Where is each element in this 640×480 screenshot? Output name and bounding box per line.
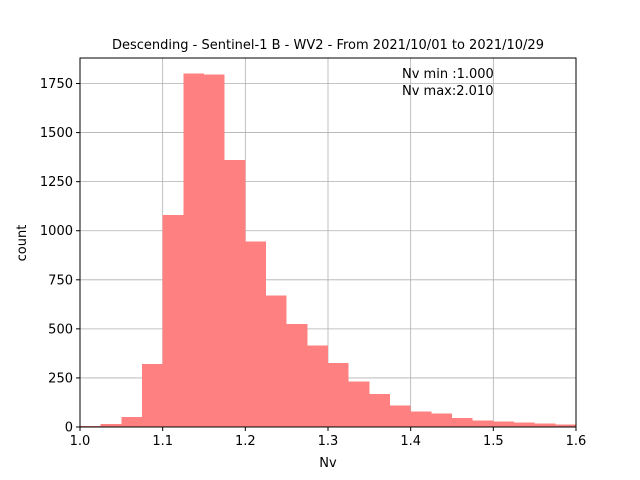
histogram-bar — [431, 413, 452, 427]
y-tick-label: 0 — [65, 421, 73, 436]
x-tick-label: 1.4 — [400, 434, 421, 449]
histogram-bar — [162, 215, 184, 427]
histogram-bar — [307, 345, 328, 427]
histogram-bar — [452, 418, 473, 427]
histogram-bar — [286, 323, 308, 427]
histogram-bar — [328, 363, 349, 427]
histogram-bar — [514, 422, 535, 427]
y-tick-label: 1250 — [40, 175, 73, 190]
histogram-bar — [204, 74, 225, 428]
y-tick-label: 1000 — [40, 224, 73, 239]
annotation-nv-min: Nv min :1.000 — [402, 67, 494, 82]
ticks: 1.0 1.1 1.2 1.3 1.4 1.5 1.6 0 250 500 750 1000 1250 1… — [40, 77, 586, 449]
histogram-bar — [245, 241, 266, 427]
histogram-bar — [224, 160, 246, 427]
histogram-bar — [410, 411, 432, 427]
x-tick-label: 1.3 — [318, 434, 339, 449]
y-tick-label: 500 — [48, 322, 73, 337]
histogram-bar — [183, 73, 204, 428]
x-axis-label: Nv — [319, 456, 337, 471]
histogram-bar — [493, 421, 514, 427]
histogram-bar — [100, 424, 122, 427]
histogram-bar — [390, 405, 411, 427]
histogram-bar — [555, 424, 576, 427]
x-tick-label: 1.0 — [70, 434, 91, 449]
histogram-bar — [348, 381, 370, 427]
histogram-bars — [80, 73, 576, 428]
x-tick-label: 1.1 — [152, 434, 173, 449]
histogram-bar — [534, 423, 556, 427]
chart-title: Descending - Sentinel-1 B - WV2 - From 2… — [112, 38, 544, 53]
histogram-bar — [142, 364, 163, 427]
y-axis-label: count — [15, 225, 30, 262]
y-tick-label: 250 — [48, 371, 73, 386]
annotation-nv-max: Nv max:2.010 — [402, 84, 493, 99]
x-tick-label: 1.5 — [483, 434, 504, 449]
x-tick-label: 1.2 — [235, 434, 256, 449]
histogram-bar — [266, 295, 287, 427]
histogram-bar — [472, 420, 494, 427]
y-tick-label: 750 — [48, 273, 73, 288]
histogram-bar — [369, 394, 390, 427]
x-tick-label: 1.6 — [566, 434, 587, 449]
y-tick-label: 1500 — [40, 126, 73, 141]
y-tick-label: 1750 — [40, 77, 73, 92]
histogram-bar — [121, 417, 142, 427]
